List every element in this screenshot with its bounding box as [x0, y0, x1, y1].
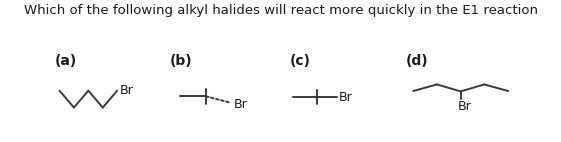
Text: (c): (c)	[290, 54, 311, 68]
Text: Which of the following alkyl halides will react more quickly in the E1 reaction: Which of the following alkyl halides wil…	[24, 4, 537, 16]
Text: Br: Br	[120, 84, 134, 97]
Text: (b): (b)	[170, 54, 192, 68]
Text: (d): (d)	[406, 54, 428, 68]
Text: Br: Br	[458, 100, 472, 113]
Text: Br: Br	[233, 99, 247, 111]
Text: (a): (a)	[55, 54, 77, 68]
Text: Br: Br	[338, 90, 352, 104]
